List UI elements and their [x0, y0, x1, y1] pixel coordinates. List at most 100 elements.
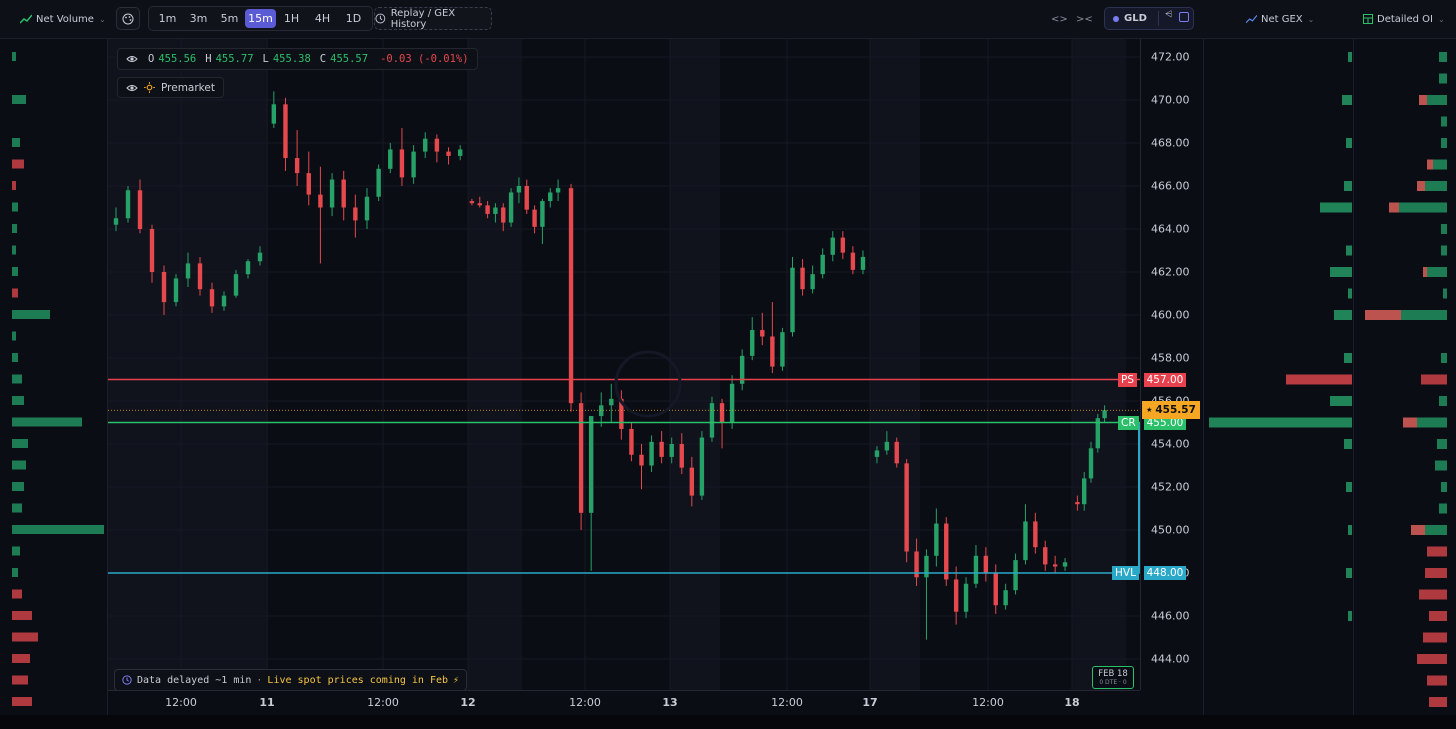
tab-4h[interactable]: 4H	[314, 12, 331, 25]
tab-3m[interactable]: 3m	[189, 12, 208, 25]
candle-body	[411, 151, 416, 178]
detailed-oi-selector[interactable]: Detailed OI ⌄	[1363, 0, 1445, 38]
net-gex-bar	[1342, 95, 1352, 105]
candle-body	[341, 179, 346, 208]
candle-body	[209, 289, 215, 307]
candle-body	[578, 403, 584, 513]
premarket-toggle[interactable]: Premarket	[117, 77, 224, 98]
candle-body	[904, 463, 909, 552]
line-chart-icon	[20, 14, 32, 24]
session-shade	[870, 39, 920, 690]
candle-body	[125, 190, 131, 219]
candle-body	[1023, 521, 1028, 561]
detailed-oi-bar	[1419, 589, 1447, 600]
net-gex-bar	[1344, 353, 1352, 363]
collapse-icon[interactable]: ><	[1076, 13, 1093, 25]
open-value: 455.56	[158, 53, 197, 65]
candle-body	[810, 274, 815, 290]
net-gex-bar	[1334, 310, 1352, 320]
net-volume-bar	[12, 675, 28, 685]
net-gex-bar	[1348, 525, 1352, 535]
expand-icon[interactable]: <>	[1051, 13, 1068, 25]
candle-body	[283, 104, 288, 159]
candle-body	[719, 403, 725, 423]
candle-body	[629, 428, 634, 455]
net-volume-bar	[12, 568, 18, 577]
net-volume-bar	[12, 181, 16, 190]
star-icon: ★	[1146, 406, 1153, 415]
candle-body	[588, 416, 594, 513]
tab-15m[interactable]: 15m	[245, 9, 276, 28]
candle-body	[993, 573, 998, 606]
candle-body	[137, 190, 143, 229]
candle-body	[477, 203, 482, 206]
net-gex-bar	[1320, 202, 1352, 213]
clock-icon	[375, 13, 386, 24]
price-tick-label: 452.00	[1151, 480, 1190, 494]
detailed-oi-put-bar	[1403, 417, 1417, 428]
separator: ·	[256, 674, 263, 686]
detailed-oi-put-bar	[1427, 159, 1433, 170]
time-axis[interactable]: 12:00 11 12:00 12 12:00 13 12:00 17 12:00 18	[108, 690, 1140, 716]
detailed-oi-put-bar	[1419, 95, 1427, 105]
candle-body	[750, 330, 755, 356]
time-tick-label: 12:00	[367, 696, 399, 709]
candle-body	[173, 278, 179, 303]
candle-body	[221, 295, 227, 307]
chart-type-icon[interactable]: ⩤	[1165, 10, 1173, 20]
low-value: 455.38	[272, 53, 311, 65]
copy-icon[interactable]	[1179, 12, 1189, 22]
candlestick-chart[interactable]	[108, 39, 1140, 690]
candle-body	[540, 201, 545, 227]
palette-button[interactable]	[116, 7, 140, 30]
tab-5m[interactable]: 5m	[220, 12, 239, 25]
candle-body	[944, 523, 949, 580]
candle-body	[501, 207, 506, 223]
net-volume-bar	[12, 482, 24, 491]
eye-icon[interactable]	[126, 83, 138, 93]
tab-1d[interactable]: 1D	[345, 12, 362, 25]
net-volume-bar	[12, 202, 18, 212]
candle-body	[1095, 418, 1100, 449]
candle-body	[318, 194, 323, 208]
candle-body	[446, 151, 451, 156]
net-volume-selector[interactable]: Net Volume ⌄	[20, 0, 106, 38]
net-gex-bar	[1330, 267, 1352, 277]
detailed-oi-bar	[1427, 159, 1447, 170]
sun-icon	[144, 82, 155, 93]
replay-gex-history-button[interactable]: Replay / GEX History	[374, 7, 492, 30]
tab-1m[interactable]: 1m	[158, 12, 177, 25]
detailed-oi-bar	[1427, 546, 1447, 557]
net-gex-selector[interactable]: Net GEX ⌄	[1246, 0, 1314, 38]
net-gex-bar	[1348, 288, 1352, 299]
price-tick-label: 446.00	[1151, 609, 1190, 623]
price-tick-label: 466.00	[1151, 179, 1190, 193]
candle-body	[399, 149, 405, 178]
candle-body	[760, 330, 765, 337]
net-volume-bar	[12, 589, 22, 599]
net-gex-bar	[1346, 245, 1352, 256]
price-tick-label: 464.00	[1151, 222, 1190, 236]
detailed-oi-bar	[1427, 675, 1447, 686]
current-price-tag: ★ 455.57	[1142, 401, 1200, 420]
table-icon	[1363, 14, 1373, 24]
time-tick-label: 13	[662, 696, 678, 709]
ticker-selector[interactable]: GLD ⩤	[1104, 7, 1194, 30]
detailed-oi-bar	[1441, 353, 1447, 363]
eye-icon[interactable]	[126, 54, 138, 64]
net-volume-bar	[12, 331, 16, 341]
low-key: L	[262, 53, 269, 65]
net-volume-bar	[12, 697, 32, 706]
hvl-level-price: 448.00	[1144, 566, 1186, 580]
net-gex-bar	[1344, 439, 1352, 449]
ohlc-legend: O 455.56 H 455.77 L 455.38 C 455.57 -0.0…	[117, 48, 478, 70]
price-axis[interactable]: 472.00 470.00 468.00 466.00 464.00 462.00 460.…	[1140, 39, 1203, 690]
candle-body	[457, 149, 463, 156]
tab-1h[interactable]: 1H	[283, 12, 300, 25]
time-tick-label: 18	[1064, 696, 1080, 709]
candle-body	[689, 467, 695, 496]
net-gex-panel	[1203, 39, 1354, 715]
price-chart[interactable]	[108, 39, 1140, 690]
time-tick-label: 17	[862, 696, 878, 709]
candle-body	[1033, 521, 1038, 548]
